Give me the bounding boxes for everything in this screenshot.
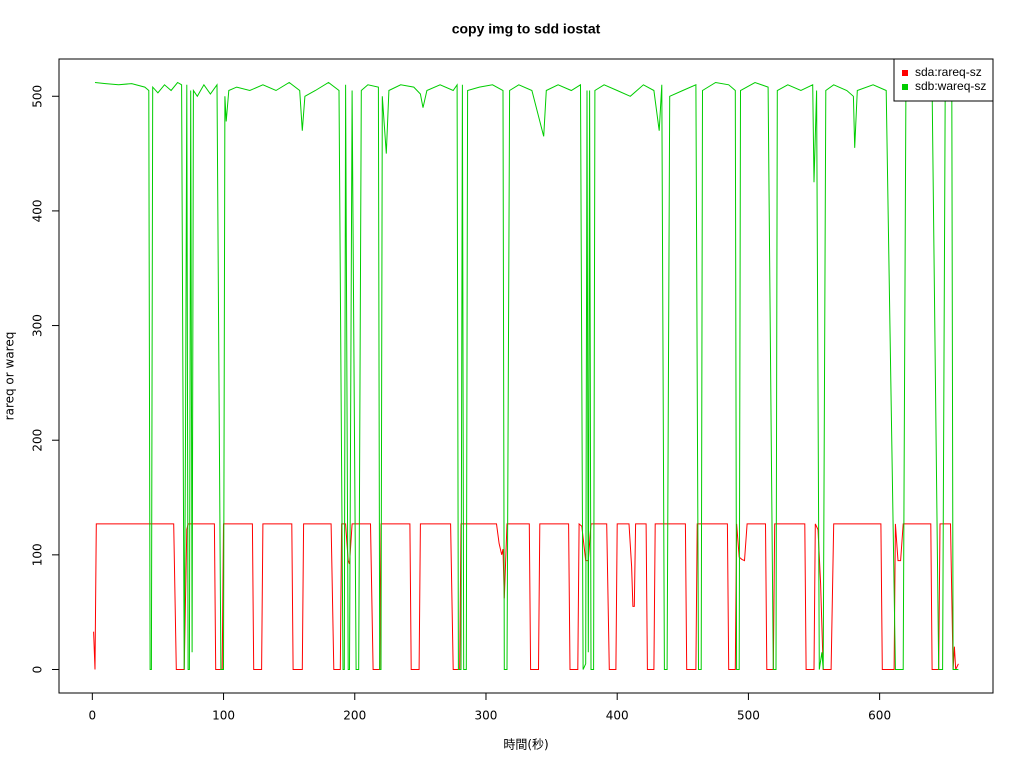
y-tick-label: 200 xyxy=(31,429,45,452)
plot-frame xyxy=(58,58,994,694)
x-tick-label: 200 xyxy=(343,709,366,723)
y-tick-label: 300 xyxy=(31,314,45,337)
legend-label: sdb:wareq-sz xyxy=(915,79,986,93)
x-tick-label: 0 xyxy=(89,709,97,723)
legend-box xyxy=(893,58,994,102)
x-tick-label: 600 xyxy=(868,709,891,723)
legend-label: sda:rareq-sz xyxy=(915,65,982,79)
legend-swatch xyxy=(902,84,908,90)
x-tick-label: 500 xyxy=(737,709,760,723)
y-tick-label: 100 xyxy=(31,543,45,566)
line-series xyxy=(94,81,959,670)
x-tick-label: 400 xyxy=(606,709,629,723)
x-tick-label: 100 xyxy=(212,709,235,723)
chart-title: copy img to sdd iostat xyxy=(452,21,601,37)
x-axis-label: 時間(秒) xyxy=(503,738,548,752)
legend-swatch xyxy=(902,70,908,76)
line-series xyxy=(93,522,959,670)
y-tick-label: 0 xyxy=(31,666,45,674)
y-tick-label: 400 xyxy=(31,199,45,222)
y-tick-label: 500 xyxy=(31,85,45,108)
y-axis-label: rareq or wareq xyxy=(3,332,17,421)
x-tick-label: 300 xyxy=(475,709,498,723)
